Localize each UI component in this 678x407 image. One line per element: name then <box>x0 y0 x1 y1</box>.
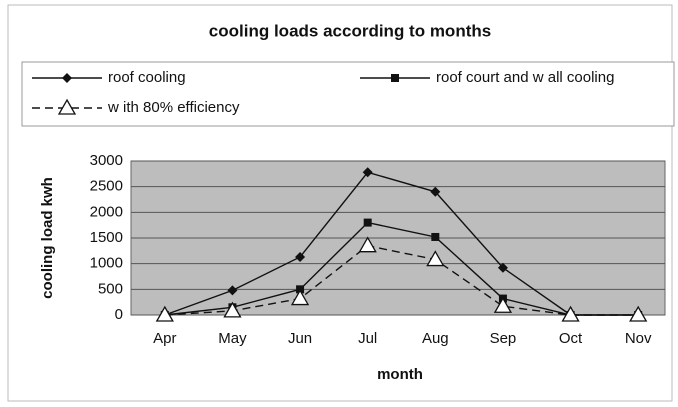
y-tick-label: 3000 <box>90 152 123 169</box>
marker <box>493 296 513 313</box>
x-axis-title: month <box>377 366 423 383</box>
x-tick-label: Oct <box>559 330 583 347</box>
marker <box>227 285 238 296</box>
marker <box>362 167 373 178</box>
marker <box>561 305 580 322</box>
x-tick-label: May <box>218 330 247 347</box>
chart-title: cooling loads according to months <box>209 21 491 40</box>
x-tick-label: Nov <box>625 330 652 347</box>
legend-label: w ith 80% efficiency <box>107 99 240 116</box>
marker <box>391 74 399 82</box>
marker <box>430 186 441 197</box>
y-tick-label: 1500 <box>90 229 123 246</box>
marker <box>62 73 72 83</box>
legend-box <box>21 61 675 127</box>
series-line <box>164 171 639 316</box>
marker <box>629 305 648 322</box>
marker <box>358 236 377 253</box>
x-tick-label: Sep <box>490 330 517 347</box>
y-tick-label: 2000 <box>90 203 123 220</box>
x-tick-label: Jul <box>358 330 377 347</box>
marker <box>290 289 310 306</box>
marker <box>497 262 508 273</box>
marker <box>426 250 445 267</box>
series-line <box>164 221 639 316</box>
y-axis-title: cooling load kwh <box>39 177 56 299</box>
marker <box>223 301 242 318</box>
x-tick-label: Apr <box>153 330 176 347</box>
series-line <box>164 244 639 316</box>
y-tick-label: 2500 <box>90 178 123 195</box>
x-tick-label: Aug <box>422 330 449 347</box>
legend-label: roof court and w all cooling <box>436 69 614 86</box>
marker <box>57 98 77 115</box>
marker <box>363 218 372 227</box>
y-tick-label: 0 <box>115 306 123 323</box>
y-tick-label: 1000 <box>90 255 123 272</box>
legend-label: roof cooling <box>108 69 186 86</box>
y-tick-label: 500 <box>98 280 123 297</box>
x-tick-label: Jun <box>288 330 312 347</box>
marker <box>155 305 174 322</box>
marker <box>431 232 440 241</box>
marker <box>295 251 306 262</box>
